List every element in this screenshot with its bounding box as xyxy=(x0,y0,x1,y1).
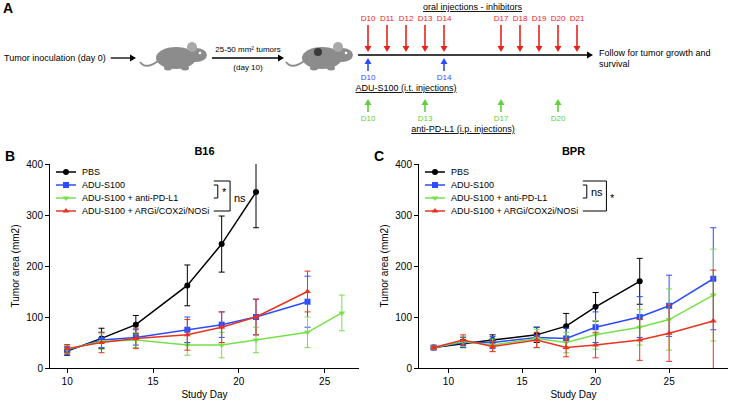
svg-text:0: 0 xyxy=(406,363,412,374)
svg-text:BPR: BPR xyxy=(562,145,585,157)
svg-text:300: 300 xyxy=(26,210,43,221)
svg-text:400: 400 xyxy=(395,159,412,170)
svg-text:100: 100 xyxy=(26,312,43,323)
svg-text:PBS: PBS xyxy=(451,167,469,177)
svg-text:D13: D13 xyxy=(418,14,433,23)
svg-text:ADU-S100 + anti-PD-L1: ADU-S100 + anti-PD-L1 xyxy=(82,193,178,203)
svg-text:oral injections - inhibitors: oral injections - inhibitors xyxy=(423,2,523,12)
svg-text:20: 20 xyxy=(590,376,602,387)
svg-text:D14: D14 xyxy=(437,14,452,23)
svg-text:15: 15 xyxy=(516,376,528,387)
svg-text:Follow for tumor growth and: Follow for tumor growth and xyxy=(599,48,711,58)
svg-text:Study Day: Study Day xyxy=(181,389,227,400)
svg-text:D12: D12 xyxy=(399,14,414,23)
svg-text:survival: survival xyxy=(599,59,630,69)
svg-text:Study Day: Study Day xyxy=(550,389,596,400)
svg-text:Tumor inoculation (day 0): Tumor inoculation (day 0) xyxy=(4,53,106,63)
svg-text:C: C xyxy=(374,148,384,164)
svg-text:D21: D21 xyxy=(570,14,585,23)
svg-text:(day 10): (day 10) xyxy=(233,63,263,72)
svg-text:25: 25 xyxy=(664,376,676,387)
svg-text:*: * xyxy=(610,192,615,204)
svg-text:B16: B16 xyxy=(194,145,214,157)
svg-text:15: 15 xyxy=(147,376,159,387)
svg-text:D18: D18 xyxy=(513,14,528,23)
svg-text:100: 100 xyxy=(395,312,412,323)
svg-text:ADU-S100: ADU-S100 xyxy=(451,180,494,190)
svg-text:ns: ns xyxy=(234,192,246,204)
svg-text:10: 10 xyxy=(62,376,74,387)
svg-text:D10: D10 xyxy=(361,114,376,123)
svg-text:ADU-S100 + ARGi/COX2i/NOSi: ADU-S100 + ARGi/COX2i/NOSi xyxy=(82,206,209,216)
svg-text:ADU-S100: ADU-S100 xyxy=(82,180,125,190)
svg-text:ADU-S100 (i.t. injections): ADU-S100 (i.t. injections) xyxy=(355,83,456,93)
svg-text:anti-PD-L1 (i.p. injections): anti-PD-L1 (i.p. injections) xyxy=(411,124,515,134)
svg-text:D13: D13 xyxy=(418,114,433,123)
svg-text:ADU-S100 + ARGi/COX2i/NOSi: ADU-S100 + ARGi/COX2i/NOSi xyxy=(451,206,578,216)
svg-text:D20: D20 xyxy=(551,14,566,23)
svg-text:Tumor area (mm2): Tumor area (mm2) xyxy=(10,225,21,308)
svg-text:Tumor area (mm2): Tumor area (mm2) xyxy=(379,225,390,308)
svg-text:*: * xyxy=(222,186,227,198)
svg-text:PBS: PBS xyxy=(82,167,100,177)
svg-text:ns: ns xyxy=(591,186,603,198)
svg-text:A: A xyxy=(3,0,13,16)
svg-text:D20: D20 xyxy=(551,114,566,123)
svg-text:D11: D11 xyxy=(380,14,395,23)
svg-text:300: 300 xyxy=(395,210,412,221)
svg-text:400: 400 xyxy=(26,159,43,170)
svg-text:200: 200 xyxy=(395,261,412,272)
svg-text:D10: D10 xyxy=(361,14,376,23)
svg-text:D17: D17 xyxy=(494,114,509,123)
svg-text:20: 20 xyxy=(233,376,245,387)
svg-text:ADU-S100 + anti-PD-L1: ADU-S100 + anti-PD-L1 xyxy=(451,193,547,203)
svg-text:D10: D10 xyxy=(361,73,376,82)
svg-text:25-50 mm² tumors: 25-50 mm² tumors xyxy=(215,45,280,54)
svg-text:B: B xyxy=(5,148,15,164)
svg-text:D17: D17 xyxy=(494,14,509,23)
svg-text:25: 25 xyxy=(319,376,331,387)
svg-text:200: 200 xyxy=(26,261,43,272)
svg-text:0: 0 xyxy=(37,363,43,374)
svg-text:D19: D19 xyxy=(532,14,547,23)
svg-text:10: 10 xyxy=(443,376,455,387)
svg-text:D14: D14 xyxy=(437,73,452,82)
